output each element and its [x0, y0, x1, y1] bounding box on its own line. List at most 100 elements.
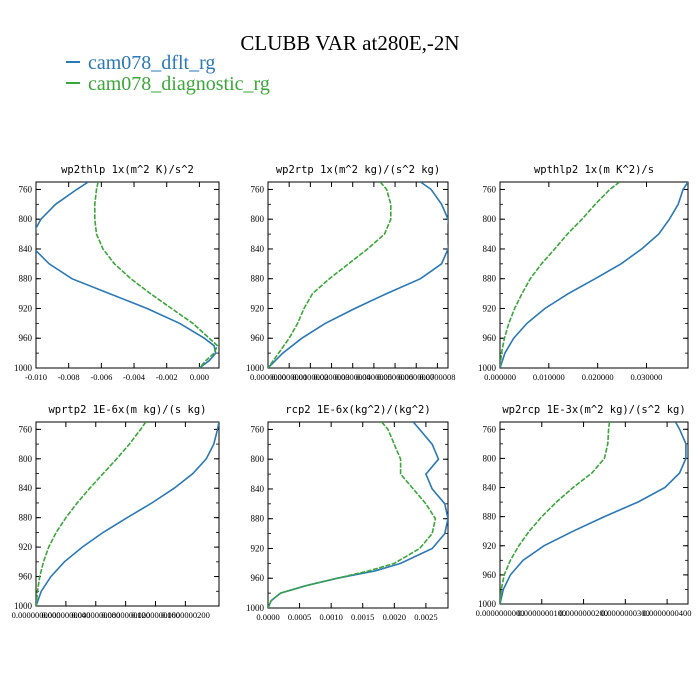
y-tick-label: 880 — [19, 274, 33, 284]
legend-line-dflt — [66, 61, 80, 64]
y-tick-label: 760 — [251, 184, 265, 194]
y-tick-label: 760 — [483, 424, 497, 434]
chart-panel-6: wp2rcp 1E-3x(m^2 kg)/(s^2 kg) 760 800 840 88… — [476, 404, 692, 618]
y-tick-label: 880 — [483, 274, 497, 284]
x-tick-label: 0.0010 — [319, 612, 342, 622]
series-line-dflt — [268, 182, 448, 368]
y-tick-label: 920 — [251, 543, 265, 553]
y-tick-label: 1000 — [14, 363, 33, 373]
legend-entry-diagnostic: cam078_diagnostic_rg — [66, 73, 270, 96]
y-tick-label: 960 — [251, 573, 265, 583]
y-tick-label: 960 — [251, 333, 265, 343]
y-tick-label: 760 — [251, 424, 265, 434]
y-tick-label: 760 — [19, 184, 33, 194]
x-tick-label: -0.010 — [25, 372, 47, 382]
chart-panel-2: wp2rtp 1x(m^2 kg)/(s^2 kg) 760 800 840 880 92… — [246, 164, 455, 382]
y-tick-label: 920 — [483, 541, 497, 551]
y-tick-label: 960 — [483, 570, 497, 580]
x-tick-label: 0.0000000200 — [161, 610, 210, 620]
x-tick-label: 0.0000000120 — [101, 610, 150, 620]
x-tick-label: 0.0000002 — [292, 372, 328, 382]
axes-frame — [499, 421, 689, 605]
chart-panel-4: wprtp2 1E-6x(m kg)/(s kg) 760 800 840 880 920… — [12, 404, 220, 620]
y-tick-label: 840 — [19, 244, 33, 254]
y-tick-label: 800 — [251, 454, 265, 464]
y-tick-label: 1000 — [478, 363, 497, 373]
axes-frame — [267, 181, 449, 369]
chart-title: wp2rcp 1E-3x(m^2 kg)/(s^2 kg) — [502, 404, 685, 416]
series-line-dflt — [268, 422, 448, 608]
chart-title: rcp2 1E-6x(kg^2)/(kg^2) — [285, 404, 430, 416]
series-line-dflt — [36, 422, 219, 606]
y-tick-label: 1000 — [478, 599, 497, 609]
x-tick-label: 0.000000 — [484, 372, 516, 382]
x-tick-label: 0.000 — [190, 372, 209, 382]
x-tick-label: 0.0000000200 — [559, 608, 608, 618]
series-line-dflt — [500, 182, 688, 368]
axes-frame — [35, 181, 220, 369]
y-tick-label: 800 — [483, 453, 497, 463]
x-tick-label: 0.0000000 — [250, 372, 286, 382]
x-tick-label: 0.0000000000 — [476, 608, 525, 618]
y-tick-label: 920 — [19, 303, 33, 313]
x-tick-label: 0.0000005 — [356, 372, 392, 382]
series-line-diagnostic — [36, 422, 147, 606]
series-line-diagnostic — [94, 182, 219, 368]
x-tick-label: 0.0000000080 — [71, 610, 120, 620]
y-tick-label: 840 — [251, 244, 265, 254]
y-tick-label: 840 — [483, 483, 497, 493]
chart-title: wp2rtp 1x(m^2 kg)/(s^2 kg) — [276, 164, 440, 176]
y-tick-label: 1000 — [14, 601, 33, 611]
series-line-dflt — [36, 182, 217, 368]
chart-title: wpthlp2 1x(m K^2)/s — [534, 164, 654, 176]
legend-line-diagnostic — [66, 82, 80, 85]
figure-title: CLUBB VAR at280E,-2N — [240, 31, 460, 55]
chart-panel-5: rcp2 1E-6x(kg^2)/(kg^2) 760 800 840 880 920 96… — [246, 404, 449, 622]
axes-frame — [267, 421, 449, 609]
x-tick-label: 0.0000000040 — [41, 610, 90, 620]
x-tick-label: 0.0000000300 — [601, 608, 650, 618]
y-tick-label: 760 — [483, 184, 497, 194]
y-tick-label: 800 — [19, 454, 33, 464]
x-tick-label: 0.0000000100 — [517, 608, 566, 618]
x-tick-label: 0.030000 — [631, 372, 663, 382]
x-tick-label: 0.0000000400 — [643, 608, 692, 618]
x-tick-label: -0.002 — [156, 372, 178, 382]
y-tick-label: 840 — [19, 483, 33, 493]
x-tick-label: 0.0015 — [351, 612, 374, 622]
y-tick-label: 960 — [19, 333, 33, 343]
y-tick-label: 920 — [483, 303, 497, 313]
x-tick-label: -0.008 — [58, 372, 80, 382]
y-tick-label: 840 — [483, 244, 497, 254]
y-tick-label: 840 — [251, 484, 265, 494]
x-tick-label: 0.020000 — [582, 372, 614, 382]
series-line-dflt — [500, 422, 687, 604]
x-tick-label: 0.0000000000 — [12, 610, 61, 620]
y-tick-label: 920 — [19, 542, 33, 552]
x-tick-label: 0.0000001 — [271, 372, 307, 382]
x-tick-label: 0.0000003 — [313, 372, 349, 382]
x-tick-label: 0.0000000160 — [131, 610, 180, 620]
x-tick-label: -0.006 — [90, 372, 112, 382]
y-tick-label: 1000 — [246, 363, 265, 373]
y-tick-label: 960 — [483, 333, 497, 343]
x-tick-label: 0.0005 — [288, 612, 311, 622]
x-tick-label: -0.004 — [123, 372, 146, 382]
axes-frame — [35, 421, 220, 607]
x-tick-label: 0.0000006 — [377, 372, 413, 382]
y-tick-label: 800 — [251, 214, 265, 224]
y-tick-label: 880 — [251, 274, 265, 284]
x-tick-label: 0.0000008 — [419, 372, 455, 382]
y-tick-label: 800 — [483, 214, 497, 224]
legend-label-dflt: cam078_dflt_rg — [88, 52, 216, 74]
y-tick-label: 960 — [19, 572, 33, 582]
y-tick-label: 880 — [19, 513, 33, 523]
series-line-diagnostic — [500, 422, 611, 604]
chart-panel-1: wp2thlp 1x(m^2 K)/s^2 760 800 840 880 920 960 1… — [14, 164, 220, 382]
y-tick-label: 1000 — [246, 603, 265, 613]
chart-title: wp2thlp 1x(m^2 K)/s^2 — [61, 164, 194, 176]
series-line-diagnostic — [268, 182, 392, 368]
x-tick-label: 0.0025 — [414, 612, 437, 622]
x-tick-label: 0.0000 — [256, 612, 279, 622]
